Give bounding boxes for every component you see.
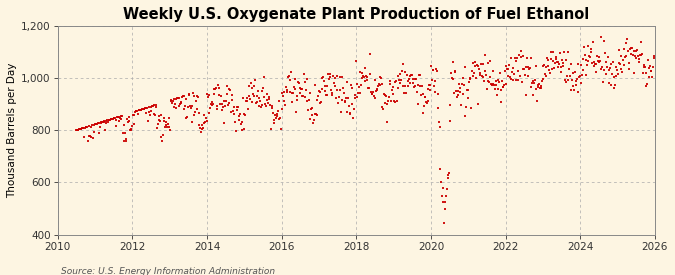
Title: Weekly U.S. Oxygenate Plant Production of Fuel Ethanol: Weekly U.S. Oxygenate Plant Production o… [123,7,589,22]
Y-axis label: Thousand Barrels per Day: Thousand Barrels per Day [7,63,17,198]
Text: Source: U.S. Energy Information Administration: Source: U.S. Energy Information Administ… [61,267,275,275]
